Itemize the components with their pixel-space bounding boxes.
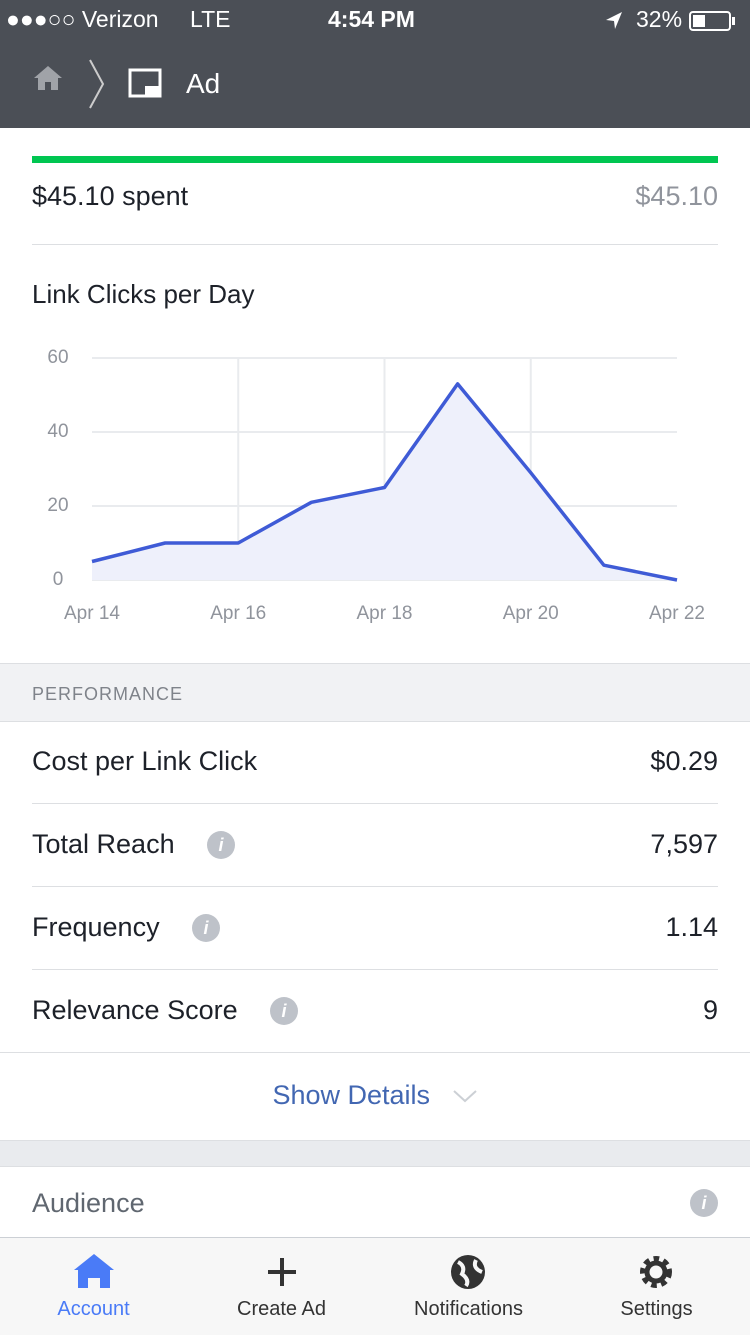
chart: 0 20 40 60 Apr 14 Apr 16 Apr 18 Apr 20 Apr 22 — [47, 347, 705, 624]
tab-bar — [0, 1237, 750, 1335]
show-details[interactable]: Show Details — [0, 1080, 750, 1111]
audience-title[interactable]: Audience — [32, 1188, 145, 1218]
metric-label: Relevance Score — [32, 995, 238, 1025]
metric-label: Frequency — [32, 912, 160, 942]
line — [91, 382, 678, 582]
y-tick-label: 60 — [47, 347, 68, 368]
y-tick-label: 20 — [47, 495, 68, 516]
battery-text: 32% — [636, 6, 683, 32]
metric-value: 1.14 — [665, 912, 718, 942]
area — [92, 383, 677, 580]
x-tick-label: Apr 18 — [357, 603, 413, 624]
chart-title: Link Clicks per Day — [32, 279, 255, 309]
x-tick-label: Apr 16 — [210, 603, 266, 624]
info-icon[interactable]: i — [191, 913, 220, 942]
metric-row: Cost per Link Click $0.29 — [32, 720, 718, 804]
spend-text: $45.10 spent — [32, 181, 188, 212]
y-tick-label: 40 — [47, 421, 68, 442]
header: ●●●○○ Verizon LTE 4:54 PM 32% Ad — [0, 0, 750, 128]
show-details-text[interactable]: Show Details — [272, 1080, 431, 1110]
svg-text:i: i — [218, 834, 224, 854]
metric-value: 9 — [702, 995, 718, 1025]
metric-row: Frequency i 1.14 — [32, 886, 718, 970]
metric-value: 7,597 — [650, 829, 718, 859]
status-icons — [606, 11, 735, 31]
info-icon[interactable]: i — [269, 996, 298, 1025]
info-icon[interactable]: i — [690, 1189, 718, 1217]
x-tick-label: Apr 22 — [649, 603, 705, 624]
svg-text:i: i — [203, 917, 209, 937]
section-header: PERFORMANCE — [0, 663, 750, 722]
time: 4:54 PM — [328, 6, 415, 32]
metric-row: Relevance Score i 9 — [0, 969, 750, 1053]
tab-label[interactable]: Account — [57, 1298, 130, 1320]
x-tick-label: Apr 20 — [503, 603, 559, 624]
tab-icons — [74, 1254, 672, 1289]
chevron — [452, 1090, 477, 1103]
spacer — [0, 1140, 750, 1167]
info-icon[interactable]: i — [206, 830, 235, 859]
breadcrumb-icons[interactable] — [30, 58, 190, 112]
tab-label[interactable]: Notifications — [414, 1298, 523, 1320]
tab-label[interactable]: Settings — [620, 1298, 693, 1320]
carrier: ●●●○○ Verizon — [6, 6, 159, 32]
spend-bar — [32, 156, 718, 163]
metric-row: Total Reach i 7,597 — [32, 803, 718, 887]
section-title: PERFORMANCE — [32, 684, 184, 704]
metric-label: Cost per Link Click — [32, 746, 258, 776]
spend-label: spent — [122, 181, 189, 211]
divider — [32, 244, 718, 245]
spend-amount: $45.10 — [32, 181, 115, 211]
svg-text:i: i — [701, 1193, 707, 1213]
nav-title: Ad — [186, 68, 221, 99]
spend-budget: $45.10 — [635, 181, 718, 211]
network: LTE — [190, 6, 231, 32]
metric-label: Total Reach — [32, 829, 175, 859]
metric-value: $0.29 — [650, 746, 718, 776]
x-tick-label: Apr 14 — [64, 603, 120, 624]
y-tick-label: 0 — [53, 569, 64, 590]
tab-label[interactable]: Create Ad — [237, 1298, 326, 1320]
svg-text:i: i — [281, 1000, 287, 1020]
